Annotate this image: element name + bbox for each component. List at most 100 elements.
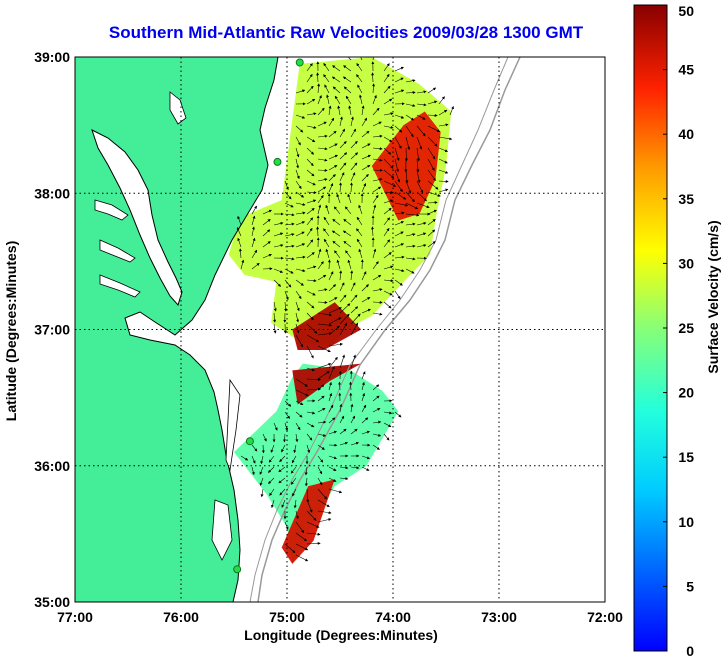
gridlines	[75, 57, 605, 602]
velocity-arrow	[273, 221, 284, 226]
velocity-arrow	[306, 345, 314, 359]
velocity-arrow	[251, 249, 258, 259]
velocity-arrow	[405, 79, 416, 83]
velocity-arrow	[306, 367, 315, 372]
velocity-arrow	[394, 191, 407, 200]
velocity-arrow	[361, 417, 369, 424]
rappahannock-river	[99, 239, 136, 263]
velocity-arrow	[306, 252, 315, 259]
velocity-arrow	[372, 57, 374, 61]
velocity-arrow	[394, 411, 402, 418]
velocity-arrow	[394, 221, 405, 226]
y-tick-label: 36:00	[34, 458, 70, 474]
velocity-arrow	[292, 488, 297, 497]
velocity-arrow	[350, 441, 360, 446]
velocity-arrow	[350, 128, 357, 138]
velocity-arrow	[350, 403, 354, 413]
x-tick-label: 73:00	[481, 609, 517, 625]
velocity-arrow	[339, 270, 343, 281]
velocity-arrow	[328, 117, 335, 127]
x-tick-label: 76:00	[163, 609, 199, 625]
velocity-arrow	[394, 180, 403, 193]
velocity-arrow	[372, 107, 380, 116]
velocity-arrow	[306, 191, 317, 195]
velocity-arrow	[383, 239, 391, 248]
velocity-arrow	[328, 154, 338, 160]
velocity-arrow	[416, 136, 423, 150]
velocity-arrow	[317, 186, 327, 193]
velocity-arrow	[295, 243, 306, 248]
velocity-arrow	[317, 499, 330, 508]
velocity-arrow	[371, 72, 375, 83]
velocity-arrow	[372, 384, 380, 391]
velocity-arrow	[251, 205, 257, 215]
velocity-arrow	[394, 158, 399, 173]
velocity-arrow	[317, 204, 322, 215]
velocity-arrow	[306, 387, 322, 391]
velocity-arrow	[405, 222, 416, 226]
velocity-arrow	[316, 226, 320, 237]
velocity-arrow	[427, 100, 438, 105]
velocity-arrow	[371, 226, 375, 237]
velocity-arrow	[361, 308, 371, 314]
radar-station-marker	[295, 58, 304, 67]
velocity-arrow	[328, 417, 336, 424]
velocity-arrow	[339, 415, 345, 424]
velocity-arrow	[438, 169, 449, 174]
velocity-arrow	[295, 279, 304, 286]
velocity-arrow	[372, 288, 383, 292]
velocity-arrow	[295, 543, 309, 551]
velocity-arrow	[268, 455, 275, 463]
velocity-arrow	[339, 172, 345, 182]
velocity-arrow	[360, 57, 363, 61]
colorbar-tick-label: 30	[678, 255, 694, 271]
colorbar-tick-label: 15	[678, 449, 694, 465]
velocity-arrow	[361, 271, 367, 281]
velocity-arrow	[405, 191, 415, 203]
velocity-arrow	[317, 323, 333, 327]
velocity-arrow	[306, 422, 315, 428]
colorbar-tick-label: 10	[678, 514, 694, 530]
velocity-arrow	[295, 268, 306, 273]
velocity-arrow	[416, 125, 426, 137]
velocity-arrow	[383, 125, 394, 129]
velocity-arrow	[361, 143, 371, 149]
velocity-arrow	[342, 76, 352, 83]
velocity-arrow	[350, 282, 356, 292]
velocity-arrow	[416, 90, 427, 94]
x-tick-label: 72:00	[587, 609, 623, 625]
velocity-arrow	[344, 206, 352, 215]
velocity-arrow	[405, 169, 409, 184]
velocity-arrow	[394, 279, 403, 286]
velocity-arrow	[317, 274, 327, 281]
currituck-sound	[225, 378, 241, 472]
velocity-arrow	[306, 158, 314, 167]
velocity-arrow	[268, 477, 275, 485]
velocity-arrow	[383, 112, 394, 116]
velocity-arrow	[306, 378, 322, 382]
velocity-arrow	[284, 233, 295, 237]
chart-title: Southern Mid-Atlantic Raw Velocities 200…	[109, 23, 584, 42]
velocity-arrow	[295, 136, 301, 146]
velocity-arrow	[262, 229, 271, 237]
velocity-arrow	[262, 209, 272, 215]
pamlico-sound	[211, 499, 233, 561]
velocity-arrow	[383, 433, 390, 441]
velocity-arrow	[405, 114, 415, 121]
velocity-arrow	[332, 240, 341, 248]
velocity-arrow	[359, 94, 363, 105]
velocity-arrow	[323, 238, 330, 248]
velocity-arrow	[339, 303, 351, 314]
colorbar-tick-label: 50	[678, 3, 694, 19]
velocity-arrow	[328, 174, 336, 182]
velocity-arrow	[350, 140, 358, 149]
velocity-arrow	[328, 356, 338, 369]
velocity-arrow	[339, 313, 350, 325]
velocity-arrow	[394, 202, 409, 207]
york-river	[99, 274, 141, 298]
velocity-arrow	[273, 244, 284, 248]
velocity-arrow	[317, 83, 321, 94]
velocity-arrow	[306, 279, 317, 283]
velocity-arrow	[295, 89, 306, 94]
